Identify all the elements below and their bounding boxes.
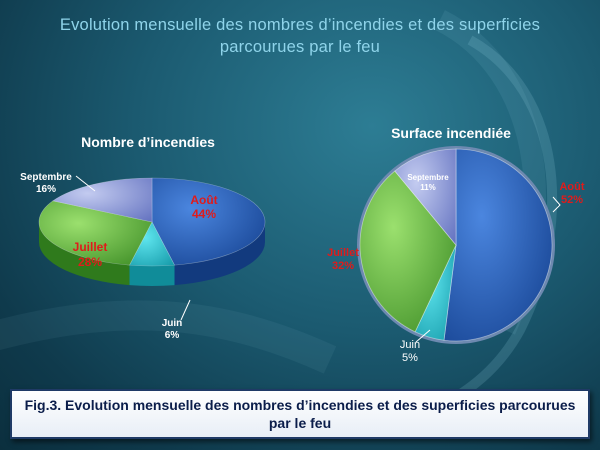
chart2-label-septembre: Septembre 11%	[407, 173, 449, 192]
chart2-title: Surface incendiée	[391, 125, 511, 141]
chart1-side-juillet	[39, 222, 130, 286]
chart2-label-aout: Août 52%	[559, 181, 584, 206]
chart1-pie-top	[38, 177, 266, 267]
chart2-pie	[357, 146, 555, 344]
chart1-slice-septembre	[52, 177, 153, 223]
chart2-label-juin: Juin 5%	[400, 339, 420, 364]
figure-caption: Fig.3. Evolution mensuelle des nombres d…	[10, 389, 590, 439]
chart1-slice-aout	[151, 177, 266, 266]
chart2-slice-juillet	[359, 170, 457, 333]
chart2-slice-aout	[443, 148, 553, 342]
chart1-label-juin: Juin 6%	[162, 318, 183, 341]
chart1-title: Nombre d’incendies	[81, 134, 215, 150]
main-title: Evolution mensuelle des nombres d’incend…	[59, 16, 541, 56]
chart1-slice-juillet	[38, 200, 153, 266]
chart1-label-septembre: Septembre 16%	[20, 172, 72, 195]
chart2-slice-juin	[414, 244, 457, 341]
chart2-label-juillet: Juillet 32%	[327, 247, 359, 272]
chart2-slice-septembre	[394, 148, 457, 247]
chart1-label-juillet: Juillet 28%	[73, 240, 108, 269]
chart1-label-aout: Août 44%	[190, 193, 217, 221]
chart1-pie-sides	[39, 222, 265, 286]
chart2-leader-lines	[415, 196, 561, 343]
chart1-leader-lines	[75, 175, 191, 321]
chart1-side-aout	[174, 222, 265, 286]
chart1-slice-juin	[129, 221, 175, 267]
chart1-side-juin	[129, 265, 175, 286]
